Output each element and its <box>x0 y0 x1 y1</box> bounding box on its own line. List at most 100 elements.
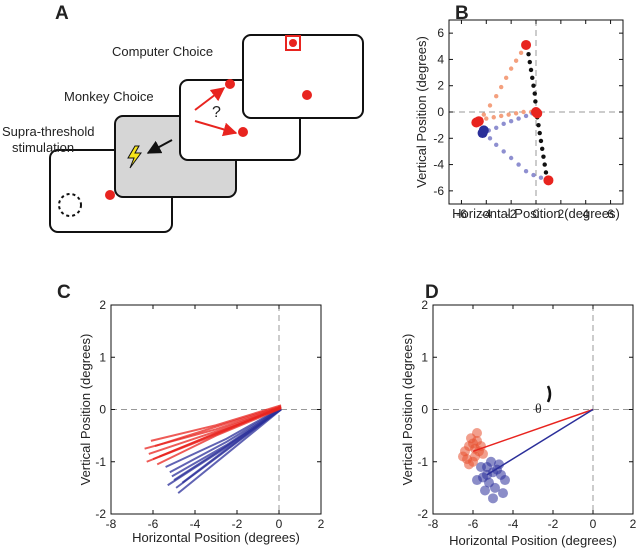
x-tick-label: 6 <box>607 207 614 221</box>
point <box>490 482 500 493</box>
point <box>541 154 546 159</box>
point <box>523 168 529 174</box>
point <box>543 175 554 186</box>
x-tick-label: -2 <box>548 517 559 531</box>
target <box>302 90 312 100</box>
arrow <box>146 139 173 154</box>
x-tick-label: 2 <box>558 207 565 221</box>
target <box>238 127 248 137</box>
point <box>532 91 537 96</box>
point <box>528 67 534 73</box>
point <box>494 142 499 148</box>
y-tick-label: 0 <box>437 105 444 119</box>
point <box>531 83 536 88</box>
y-tick-label: -4 <box>433 158 444 172</box>
fit-line <box>472 408 594 453</box>
point <box>523 113 529 119</box>
y-tick-label: -6 <box>433 184 444 198</box>
point <box>530 75 535 81</box>
x-tick-label: -6 <box>468 517 479 531</box>
point <box>536 122 541 128</box>
x-tick-label: 4 <box>582 207 589 221</box>
trajectory <box>167 408 282 487</box>
y-tick-label: -2 <box>417 507 428 521</box>
point <box>500 475 510 486</box>
x-axis-label: Horizontal Position (degrees) <box>452 206 620 221</box>
y-tick-label: 4 <box>437 52 444 66</box>
point <box>538 138 544 144</box>
point <box>491 115 496 120</box>
x-tick-label: 0 <box>590 517 597 531</box>
trajectory <box>177 408 282 494</box>
point <box>494 459 504 470</box>
point <box>526 51 531 57</box>
fit-line <box>486 408 594 476</box>
y-tick-label: 2 <box>437 79 444 93</box>
arrow <box>194 120 238 137</box>
y-tick-label: 0 <box>99 403 106 417</box>
point <box>486 456 496 467</box>
point <box>478 448 488 459</box>
trajectory <box>154 405 282 448</box>
question-mark: ? <box>212 104 221 121</box>
y-tick-label: -2 <box>433 131 444 145</box>
point <box>487 136 493 141</box>
trajectory <box>171 407 282 478</box>
point <box>537 130 542 136</box>
x-tick-label: 0 <box>276 517 283 531</box>
y-tick-label: -1 <box>95 455 106 469</box>
x-tick-label: -4 <box>190 517 201 531</box>
panel-label: A <box>55 3 69 24</box>
point <box>494 94 499 99</box>
point <box>501 149 506 154</box>
point <box>508 66 514 71</box>
point <box>513 111 519 116</box>
point <box>506 112 511 117</box>
point <box>478 125 489 136</box>
step-label: stimulation <box>12 140 74 155</box>
point <box>458 451 468 462</box>
target <box>289 39 297 47</box>
point <box>540 146 545 151</box>
x-tick-label: -6 <box>148 517 159 531</box>
screen <box>242 34 364 119</box>
point <box>521 39 532 50</box>
point <box>488 493 498 504</box>
x-tick-label: -2 <box>506 207 517 221</box>
point <box>518 50 524 56</box>
choice-box <box>285 35 301 51</box>
point <box>484 116 489 121</box>
y-tick-label: -1 <box>417 455 428 469</box>
step-label: Computer Choice <box>112 44 213 59</box>
point <box>513 58 519 63</box>
point <box>464 459 474 470</box>
target <box>225 79 235 89</box>
point <box>498 488 508 499</box>
x-tick-label: 2 <box>630 517 637 531</box>
point <box>499 84 504 90</box>
lightning-icon <box>127 145 142 169</box>
arrow <box>194 87 226 111</box>
panel-a: A ? Computer Choice Monkey Choice Supra-… <box>2 3 364 233</box>
point <box>501 121 506 127</box>
point <box>538 175 544 180</box>
point <box>473 116 484 127</box>
point <box>468 438 478 449</box>
point <box>481 112 486 117</box>
panel-label: B <box>455 3 469 24</box>
point <box>508 119 514 124</box>
x-tick-label: -8 <box>106 517 117 531</box>
y-axis-label: Vertical Position (degrees) <box>400 334 415 486</box>
trajectory <box>146 405 282 463</box>
x-tick-label: -2 <box>232 517 243 531</box>
point <box>516 116 521 121</box>
y-tick-label: 1 <box>99 350 106 364</box>
x-tick-label: -8 <box>428 517 439 531</box>
point <box>503 75 509 81</box>
point <box>494 125 499 130</box>
fixation-ring <box>58 193 82 217</box>
angle-label: θ <box>535 402 542 417</box>
point <box>531 172 536 178</box>
point <box>542 162 547 167</box>
